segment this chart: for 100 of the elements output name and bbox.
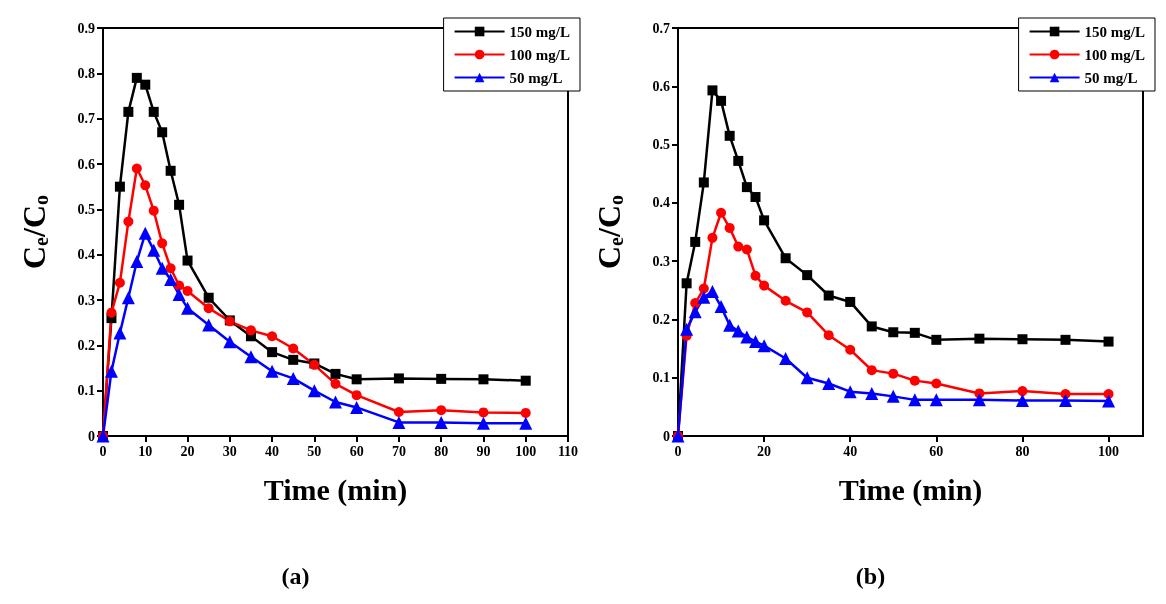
point <box>724 222 735 233</box>
point <box>434 415 448 429</box>
x-tick-label: 90 <box>476 443 491 459</box>
point <box>181 301 195 315</box>
point <box>223 335 237 349</box>
point <box>351 374 362 385</box>
point <box>106 307 117 318</box>
point <box>1015 393 1029 407</box>
point <box>714 300 728 314</box>
x-tick-label: 0 <box>99 443 107 459</box>
point <box>140 180 151 191</box>
y-tick-label: 0.4 <box>77 247 95 263</box>
y-tick-label: 0.1 <box>652 370 670 386</box>
x-axis-title: Time (min) <box>263 472 408 507</box>
point <box>779 351 793 365</box>
point <box>716 207 727 218</box>
point <box>148 205 159 216</box>
legend-label: 150 mg/L <box>1084 23 1145 40</box>
point <box>931 378 942 389</box>
point <box>1017 386 1028 397</box>
point <box>740 330 754 344</box>
point <box>478 407 489 418</box>
point <box>688 305 702 319</box>
x-tick-label: 80 <box>434 443 449 459</box>
point <box>476 416 490 430</box>
x-tick-label: 30 <box>222 443 237 459</box>
x-tick-label: 50 <box>307 443 322 459</box>
point <box>182 285 193 296</box>
legend-label: 50 mg/L <box>1084 69 1138 86</box>
y-tick-label: 0 <box>663 428 670 444</box>
point <box>520 375 531 386</box>
x-tick-label: 110 <box>557 443 579 459</box>
point <box>155 261 169 275</box>
point <box>165 165 176 176</box>
point <box>307 384 321 398</box>
y-tick-label: 0.6 <box>77 156 95 172</box>
point <box>757 339 771 353</box>
point <box>780 295 791 306</box>
point <box>845 344 856 355</box>
y-tick-label: 0.1 <box>77 383 95 399</box>
point <box>802 307 813 318</box>
x-tick-label: 60 <box>929 443 944 459</box>
point <box>680 322 694 336</box>
point <box>330 378 341 389</box>
point <box>845 296 856 307</box>
point <box>164 273 178 287</box>
point <box>245 325 256 336</box>
point <box>130 254 144 268</box>
point <box>888 368 899 379</box>
text: (b) <box>855 563 886 589</box>
point <box>157 127 168 138</box>
x-tick-label: 0 <box>674 443 682 459</box>
point <box>172 288 186 302</box>
legend-label: 150 mg/L <box>509 23 570 40</box>
y-tick-label: 0.6 <box>652 78 670 94</box>
point <box>741 182 752 193</box>
point <box>114 277 125 288</box>
x-axis-title: Time (min) <box>838 472 983 507</box>
point <box>393 373 404 384</box>
point <box>148 106 159 117</box>
point <box>478 374 489 385</box>
y-tick-label: 0.9 <box>77 20 95 36</box>
point <box>697 290 711 304</box>
point <box>780 253 791 264</box>
x-tick-label: 60 <box>349 443 364 459</box>
point <box>707 85 718 96</box>
point <box>1059 393 1072 407</box>
point <box>1103 336 1114 347</box>
point <box>741 244 752 255</box>
point <box>909 375 920 386</box>
x-tick-label: 40 <box>843 443 858 459</box>
x-tick-label: 10 <box>138 443 153 459</box>
y-tick-label: 0.5 <box>77 201 95 217</box>
point <box>724 130 735 141</box>
point <box>759 280 770 291</box>
point <box>886 389 900 403</box>
y-tick-label: 0.5 <box>652 137 670 153</box>
y-axis-title: Ce/Co <box>591 195 627 269</box>
point <box>519 416 533 430</box>
legend-label: 100 mg/L <box>1084 46 1145 63</box>
point <box>182 255 193 266</box>
point <box>436 405 447 416</box>
point <box>750 192 761 203</box>
point <box>843 385 857 399</box>
y-tick-label: 0.7 <box>77 111 95 127</box>
point <box>822 377 836 391</box>
point <box>267 331 278 342</box>
point <box>113 326 127 340</box>
y-tick-label: 0.7 <box>652 20 670 36</box>
point <box>436 373 447 384</box>
point <box>244 350 258 364</box>
x-tick-label: 100 <box>1098 443 1120 459</box>
point <box>286 371 300 385</box>
point <box>908 393 922 407</box>
y-tick-label: 0.3 <box>77 292 95 308</box>
point <box>267 347 278 358</box>
point <box>800 371 814 385</box>
x-tick-label: 80 <box>1015 443 1030 459</box>
point <box>909 327 920 338</box>
point <box>690 236 701 247</box>
